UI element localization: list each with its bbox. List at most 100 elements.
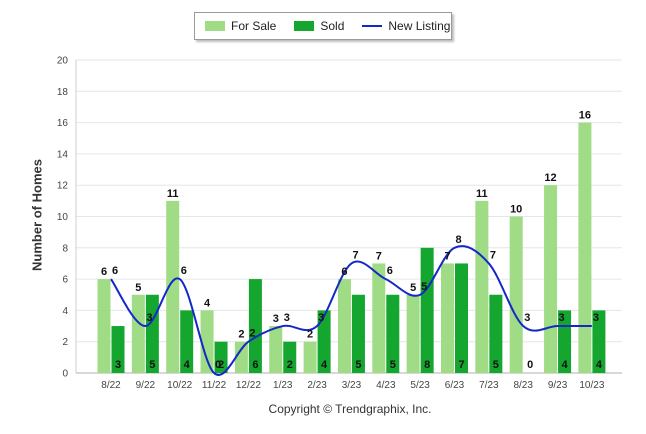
data-label-for-sale: 11 <box>476 188 488 200</box>
bar-for-sale <box>544 185 558 373</box>
x-tick-label: 6/23 <box>445 380 465 391</box>
bar-sold <box>386 294 400 373</box>
bar-for-sale <box>441 263 454 373</box>
y-tick-label: 18 <box>57 87 69 98</box>
bar-for-sale <box>166 200 180 373</box>
legend-item-for-sale: For Sale <box>205 19 276 33</box>
bar-for-sale <box>372 263 386 373</box>
data-label-for-sale: 7 <box>376 250 382 262</box>
data-label-sold: 2 <box>287 359 293 371</box>
y-tick-label: 14 <box>57 149 69 160</box>
data-label-sold: 5 <box>149 359 155 371</box>
bar-for-sale <box>200 310 214 373</box>
data-label-for-sale: 2 <box>307 329 313 341</box>
data-label-new-listing: 7 <box>490 249 496 261</box>
data-label-sold: 4 <box>321 359 328 371</box>
data-label-sold: 4 <box>184 359 191 371</box>
y-tick-label: 10 <box>57 212 69 223</box>
bar-sold <box>592 310 606 373</box>
legend-label-sold: Sold <box>320 19 345 33</box>
bar-for-sale <box>509 216 523 373</box>
y-tick-label: 4 <box>62 306 68 317</box>
bar-sold <box>455 263 468 373</box>
x-tick-label: 8/23 <box>513 380 533 391</box>
x-tick-label: 8/22 <box>101 380 121 391</box>
bar-sold <box>317 310 331 373</box>
bar-for-sale <box>406 294 420 373</box>
data-label-sold: 4 <box>596 359 603 371</box>
legend-item-sold: Sold <box>294 19 344 33</box>
bar-sold <box>248 279 262 373</box>
data-label-sold: 0 <box>527 359 533 371</box>
y-tick-label: 20 <box>57 56 69 67</box>
data-label-sold: 8 <box>424 359 430 371</box>
bar-for-sale <box>578 122 592 373</box>
legend-item-new-listing: New Listing <box>362 19 450 33</box>
y-tick-label: 2 <box>62 337 68 348</box>
x-tick-label: 4/23 <box>376 380 396 391</box>
bar-sold <box>420 247 434 373</box>
data-label-for-sale: 5 <box>135 282 141 294</box>
bar-sold <box>111 326 125 373</box>
y-tick-label: 16 <box>57 118 69 129</box>
data-label-for-sale: 11 <box>167 188 179 200</box>
data-label-sold: 4 <box>561 359 568 371</box>
x-tick-label: 10/23 <box>579 380 604 391</box>
bar-for-sale <box>234 341 248 373</box>
x-tick-label: 12/22 <box>236 380 261 391</box>
copyright: Copyright © Trendgraphix, Inc. <box>268 402 432 416</box>
y-tick-label: 12 <box>57 181 69 192</box>
data-label-for-sale: 10 <box>510 204 522 216</box>
legend-label-new-listing: New Listing <box>388 19 451 33</box>
legend-swatch-sold <box>294 21 315 31</box>
data-label-for-sale: 5 <box>410 282 416 294</box>
bar-for-sale <box>475 200 489 373</box>
x-tick-label: 7/23 <box>479 380 499 391</box>
legend-label-for-sale: For Sale <box>231 19 277 33</box>
data-label-new-listing: 8 <box>456 234 462 246</box>
x-tick-label: 3/23 <box>342 380 362 391</box>
data-label-for-sale: 7 <box>444 250 450 262</box>
x-tick-label: 1/23 <box>273 380 293 391</box>
x-tick-label: 9/22 <box>136 380 156 391</box>
data-label-for-sale: 6 <box>341 266 347 278</box>
data-label-new-listing: 3 <box>593 312 599 324</box>
legend-swatch-new-listing <box>362 25 383 27</box>
legend-swatch-for-sale <box>205 21 225 31</box>
data-label-sold: 5 <box>355 359 361 371</box>
bar-sold <box>489 294 503 373</box>
data-label-new-listing: 7 <box>352 249 358 261</box>
bar-sold <box>180 310 194 373</box>
data-label-for-sale: 2 <box>238 329 244 341</box>
data-label-sold: 3 <box>115 359 121 371</box>
data-label-for-sale: 16 <box>579 110 591 122</box>
data-label-for-sale: 6 <box>101 266 107 278</box>
data-label-new-listing: 6 <box>387 265 393 277</box>
bar-for-sale <box>337 279 351 373</box>
data-label-for-sale: 3 <box>273 313 279 325</box>
data-label-new-listing: 6 <box>181 265 187 277</box>
data-label-new-listing: 6 <box>112 265 118 277</box>
bar-sold <box>283 341 297 373</box>
x-tick-label: 5/23 <box>410 380 430 391</box>
x-tick-label: 2/23 <box>307 380 327 391</box>
y-tick-label: 6 <box>62 275 68 286</box>
data-label-sold: 2 <box>218 359 224 371</box>
bar-sold <box>214 341 228 373</box>
y-tick-label: 8 <box>62 243 68 254</box>
data-label-new-listing: 2 <box>249 328 255 340</box>
data-label-new-listing: 3 <box>284 312 290 324</box>
x-tick-label: 11/22 <box>202 380 227 391</box>
line-new-listing <box>110 245 592 376</box>
data-label-new-listing: 3 <box>559 312 565 324</box>
bar-for-sale <box>131 294 145 373</box>
x-tick-label: 10/22 <box>167 380 192 391</box>
y-tick-label: 0 <box>62 369 68 380</box>
legend: For Sale Sold New Listing <box>194 12 452 40</box>
data-label-new-listing: 3 <box>524 312 530 324</box>
data-label-new-listing: 3 <box>318 312 324 324</box>
bar-sold <box>351 294 365 373</box>
bar-for-sale <box>269 326 283 373</box>
y-axis-label: Number of Homes <box>29 159 45 271</box>
